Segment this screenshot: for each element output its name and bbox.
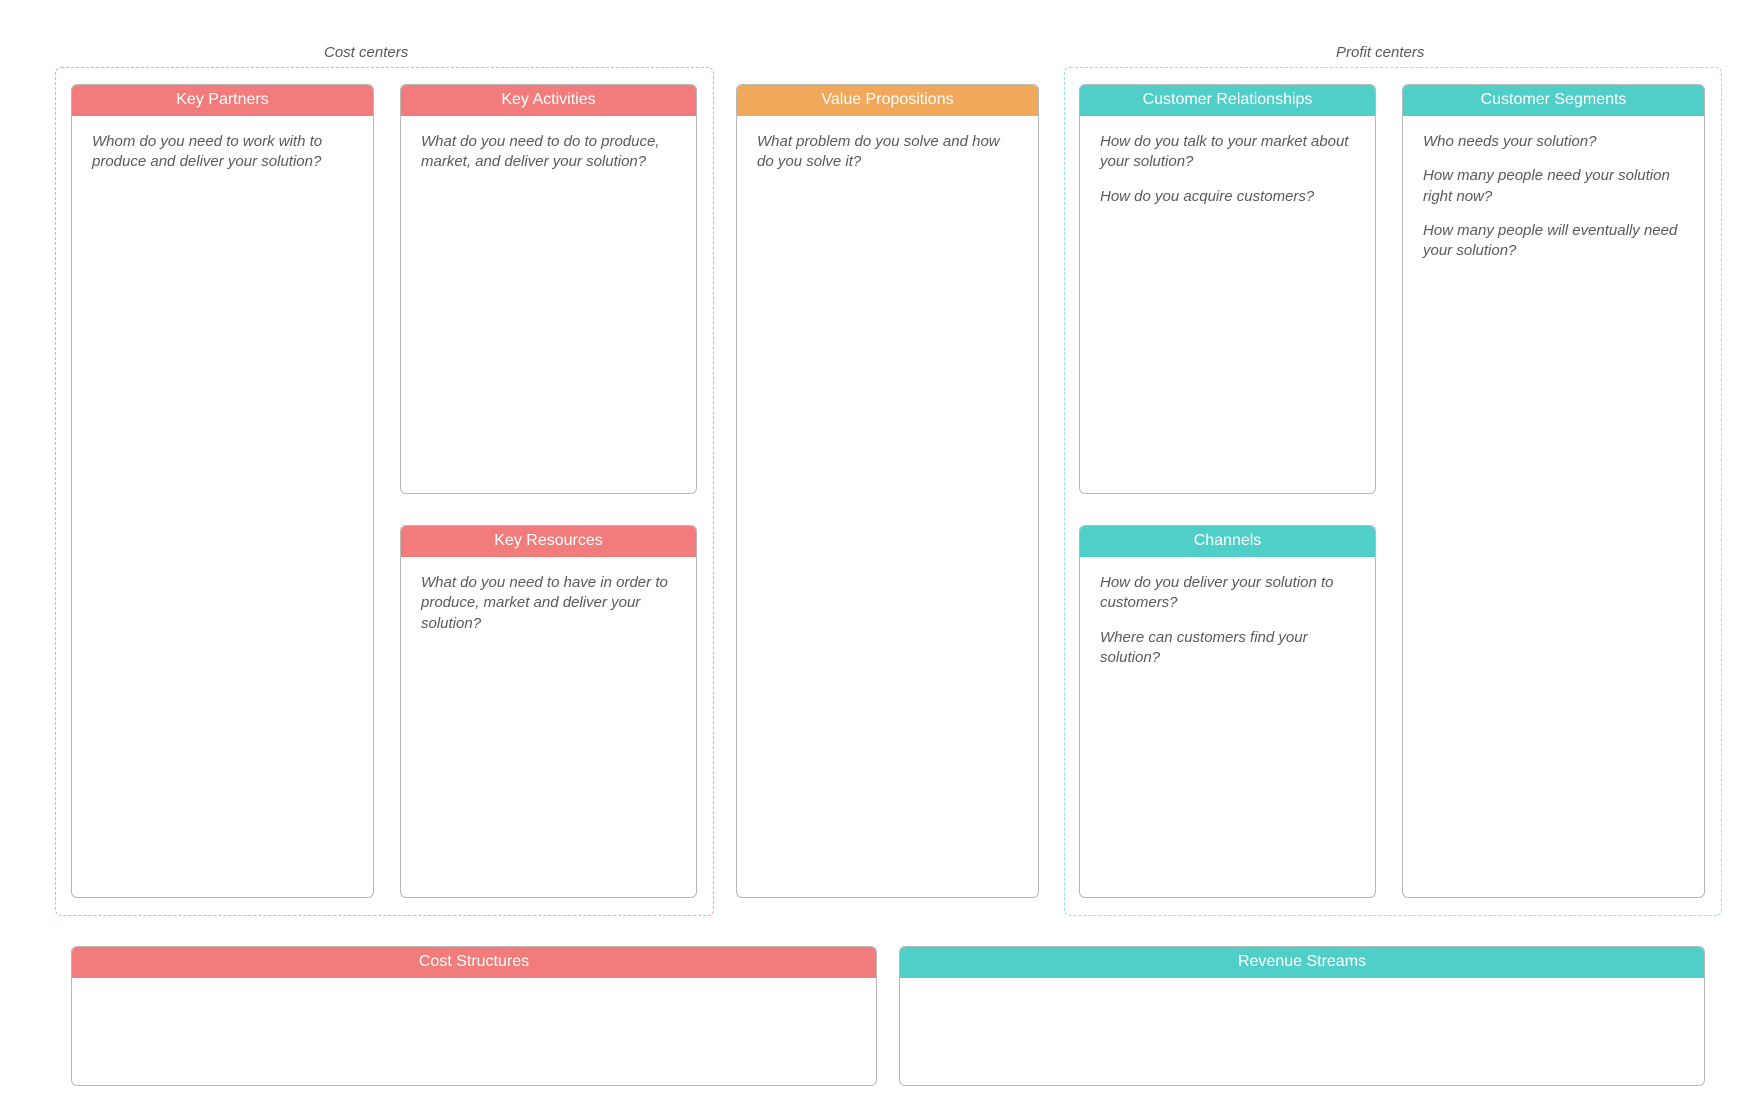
card-body-cost-structures: [72, 978, 876, 1010]
card-body-revenue-streams: [900, 978, 1704, 1010]
card-body-paragraph: How many people need your solution right…: [1423, 166, 1684, 207]
card-body-paragraph: How many people will eventually need you…: [1423, 221, 1684, 262]
card-body-paragraph: Where can customers find your solution?: [1100, 628, 1355, 669]
card-body-customer-segments: Who needs your solution? How many people …: [1403, 116, 1704, 277]
card-body-paragraph: How do you acquire customers?: [1100, 187, 1355, 207]
card-body-key-resources: What do you need to have in order to pro…: [401, 557, 696, 650]
card-header-revenue-streams: Revenue Streams: [900, 947, 1704, 978]
card-body-paragraph: Who needs your solution?: [1423, 132, 1684, 152]
card-header-customer-segments: Customer Segments: [1403, 85, 1704, 116]
card-header-key-partners: Key Partners: [72, 85, 373, 116]
card-body-channels: How do you deliver your solution to cust…: [1080, 557, 1375, 684]
card-revenue-streams: Revenue Streams: [899, 946, 1705, 1086]
card-channels: Channels How do you deliver your solutio…: [1079, 525, 1376, 898]
card-body-key-partners: Whom do you need to work with to produce…: [72, 116, 373, 189]
card-body-paragraph: How do you talk to your market about you…: [1100, 132, 1355, 173]
card-value-propositions: Value Propositions What problem do you s…: [736, 84, 1039, 898]
card-body-value-propositions: What problem do you solve and how do you…: [737, 116, 1038, 189]
card-key-activities: Key Activities What do you need to do to…: [400, 84, 697, 494]
card-body-key-activities: What do you need to do to produce, marke…: [401, 116, 696, 189]
card-customer-segments: Customer Segments Who needs your solutio…: [1402, 84, 1705, 898]
card-header-key-activities: Key Activities: [401, 85, 696, 116]
card-body-paragraph: Whom do you need to work with to produce…: [92, 132, 353, 173]
card-body-customer-relationships: How do you talk to your market about you…: [1080, 116, 1375, 223]
card-header-cost-structures: Cost Structures: [72, 947, 876, 978]
card-customer-relationships: Customer Relationships How do you talk t…: [1079, 84, 1376, 494]
card-header-customer-relationships: Customer Relationships: [1080, 85, 1375, 116]
card-body-paragraph: What problem do you solve and how do you…: [757, 132, 1018, 173]
card-key-partners: Key Partners Whom do you need to work wi…: [71, 84, 374, 898]
group-label-profit-centers: Profit centers: [1336, 44, 1424, 61]
card-header-channels: Channels: [1080, 526, 1375, 557]
card-header-value-propositions: Value Propositions: [737, 85, 1038, 116]
card-body-paragraph: What do you need to have in order to pro…: [421, 573, 676, 634]
group-label-cost-centers: Cost centers: [324, 44, 408, 61]
card-header-key-resources: Key Resources: [401, 526, 696, 557]
card-body-paragraph: What do you need to do to produce, marke…: [421, 132, 676, 173]
business-model-canvas: Cost centers Profit centers Key Partners…: [0, 0, 1751, 1093]
card-body-paragraph: How do you deliver your solution to cust…: [1100, 573, 1355, 614]
card-key-resources: Key Resources What do you need to have i…: [400, 525, 697, 898]
card-cost-structures: Cost Structures: [71, 946, 877, 1086]
